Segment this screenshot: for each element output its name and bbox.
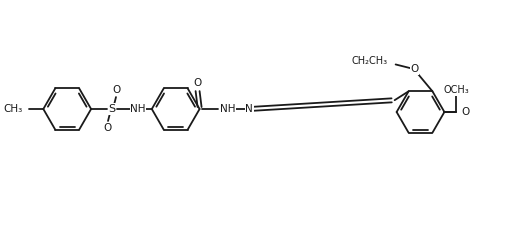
Text: CH₂CH₃: CH₂CH₃ [352, 57, 388, 67]
Text: CH₃: CH₃ [3, 104, 23, 114]
Text: O: O [461, 107, 470, 117]
Text: S: S [109, 104, 115, 114]
Text: OCH₃: OCH₃ [443, 85, 469, 95]
Text: O: O [103, 123, 111, 133]
Text: O: O [193, 78, 202, 88]
Text: N: N [246, 104, 253, 114]
Text: NH: NH [220, 104, 235, 114]
Text: NH: NH [130, 104, 145, 114]
Text: O: O [113, 85, 121, 95]
Text: O: O [411, 64, 418, 74]
